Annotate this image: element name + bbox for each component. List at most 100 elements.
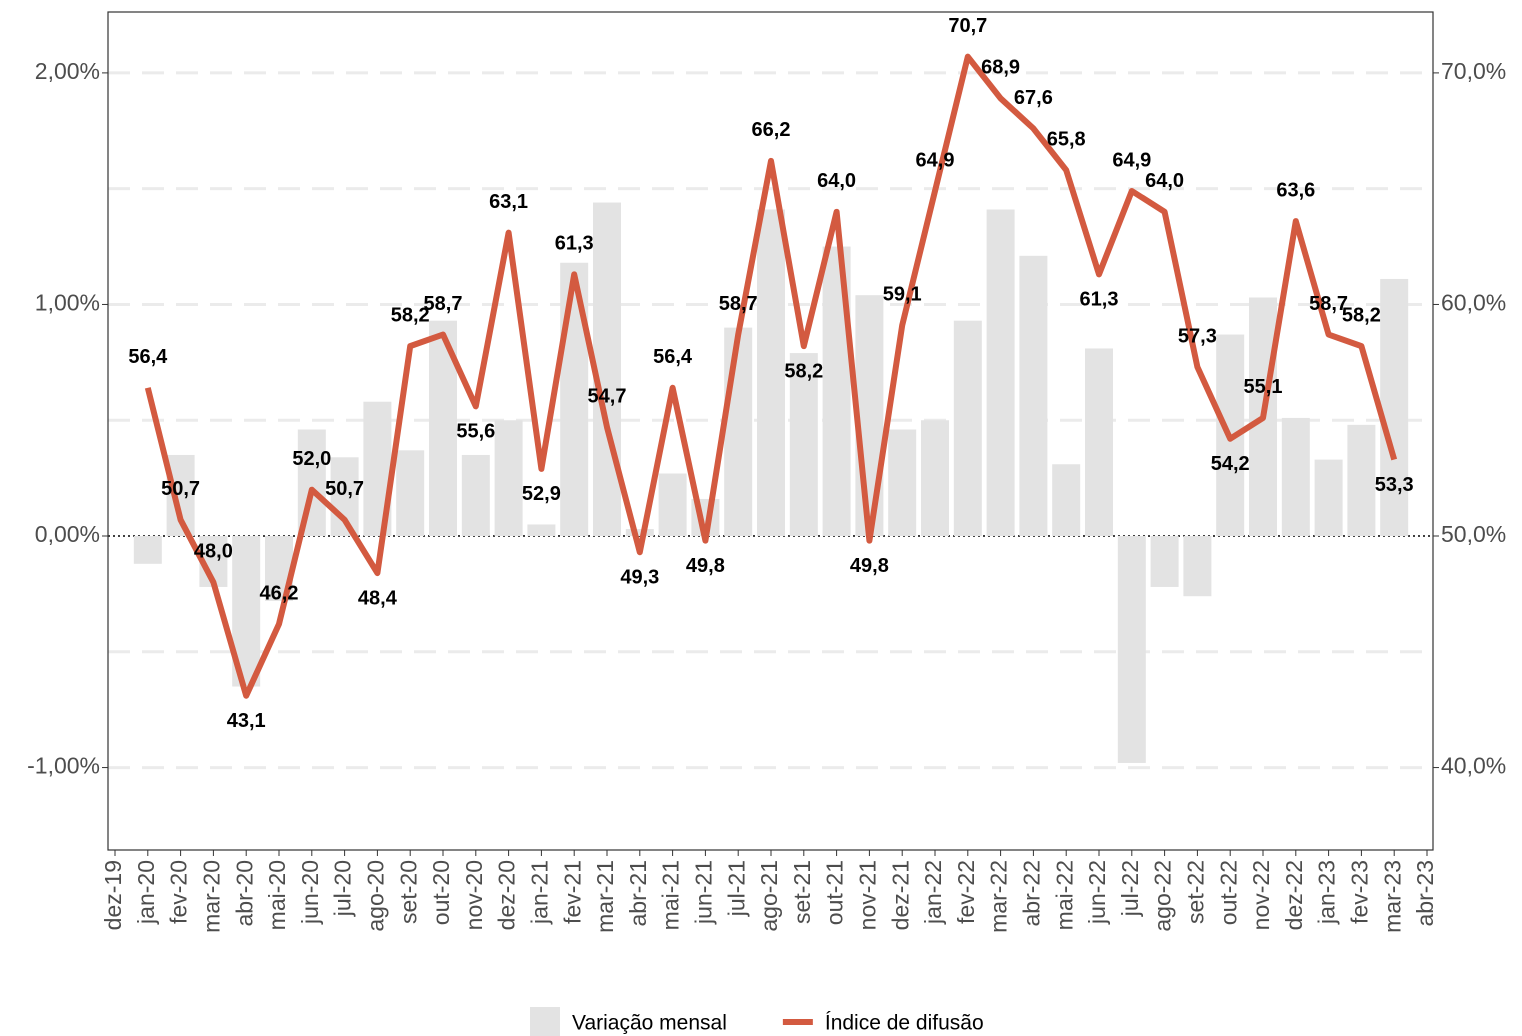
value-label: 52,0 xyxy=(292,448,331,470)
value-label: 55,1 xyxy=(1244,376,1283,398)
x-tick-label: dez-21 xyxy=(887,860,913,930)
x-tick-label: abr-21 xyxy=(625,860,651,926)
legend-key xyxy=(530,1007,560,1036)
value-label: 61,3 xyxy=(1080,289,1119,311)
x-tick-label: out-22 xyxy=(1215,860,1241,925)
bar xyxy=(1183,536,1212,597)
value-label: 43,1 xyxy=(227,710,266,732)
value-label: 61,3 xyxy=(555,233,594,255)
line xyxy=(144,53,1398,699)
legend-label: Variação mensal xyxy=(572,1012,727,1035)
value-label: 49,3 xyxy=(620,567,659,589)
bar xyxy=(1380,278,1409,537)
value-label: 57,3 xyxy=(1178,325,1217,347)
x-tick-label: mai-22 xyxy=(1051,860,1077,930)
x-tick-label: set-22 xyxy=(1182,860,1208,924)
x-tick-label: mai-20 xyxy=(264,860,290,930)
value-label: 64,9 xyxy=(1112,149,1151,171)
x-tick-label: jun-22 xyxy=(1084,860,1110,925)
value-label: 56,4 xyxy=(653,346,693,368)
x-tick-label: fev-22 xyxy=(953,860,979,924)
value-label: 59,1 xyxy=(883,284,922,306)
value-label: 54,7 xyxy=(588,385,627,407)
x-tick-label: jun-21 xyxy=(690,860,716,925)
x-tick-label: jan-20 xyxy=(133,860,159,925)
bar xyxy=(921,420,949,537)
bar xyxy=(1281,417,1310,537)
x-tick-label: jan-22 xyxy=(920,860,946,925)
value-label: 68,9 xyxy=(981,57,1020,79)
bar xyxy=(560,262,589,537)
x-tick-label: ago-21 xyxy=(756,860,782,932)
x-tick-label: abr-20 xyxy=(231,860,257,926)
bar xyxy=(1117,536,1146,763)
value-label: 55,6 xyxy=(456,421,495,443)
bar xyxy=(1347,424,1376,537)
x-tick-label: mar-22 xyxy=(986,860,1012,933)
y-tick-label: 1,00% xyxy=(35,290,100,316)
x-tick-label: fev-21 xyxy=(559,860,585,924)
y2-tick-label: 40,0% xyxy=(1441,753,1506,779)
value-label: 64,9 xyxy=(916,149,955,171)
value-label: 52,9 xyxy=(522,483,561,505)
value-label: 66,2 xyxy=(752,119,791,141)
legend-label: Índice de difusão xyxy=(825,1012,984,1035)
value-label: 58,7 xyxy=(424,293,463,315)
bar xyxy=(527,524,556,537)
bar xyxy=(953,320,982,537)
x-tick-label: abr-22 xyxy=(1018,860,1044,926)
x-tick-label: fev-23 xyxy=(1346,860,1372,924)
x-tick-label: jul-20 xyxy=(330,860,356,917)
value-label: 58,7 xyxy=(719,293,758,315)
plot-border xyxy=(107,11,1434,851)
x-tick-label: fev-20 xyxy=(166,860,192,924)
y-tick-label: 0,00% xyxy=(35,521,100,547)
bar xyxy=(133,536,162,564)
bar xyxy=(1085,348,1113,537)
value-label: 48,4 xyxy=(358,587,398,609)
y2-tick-label: 60,0% xyxy=(1441,290,1506,316)
x-tick-label: jul-22 xyxy=(1117,860,1143,917)
x-tick-label: mai-21 xyxy=(658,860,684,930)
x-tick-label: abr-23 xyxy=(1412,860,1438,926)
bar xyxy=(593,202,621,537)
value-label: 58,2 xyxy=(784,360,823,382)
x-tick-label: dez-22 xyxy=(1281,860,1307,930)
value-label: 50,7 xyxy=(161,478,200,500)
x-tick-label: ago-22 xyxy=(1150,860,1176,932)
value-label: 64,0 xyxy=(1145,170,1184,192)
y-tick-label: 2,00% xyxy=(35,58,100,84)
x-tick-label: jan-21 xyxy=(526,860,552,925)
bar xyxy=(1150,536,1179,587)
x-tick-label: jun-20 xyxy=(297,860,323,925)
value-label: 50,7 xyxy=(325,478,364,500)
x-tick-label: set-20 xyxy=(395,860,421,924)
bar xyxy=(625,529,654,537)
value-label: 54,2 xyxy=(1211,453,1250,475)
x-tick-label: out-21 xyxy=(822,860,848,925)
value-label: 65,8 xyxy=(1047,128,1086,150)
x-tick-label: mar-23 xyxy=(1379,860,1405,933)
value-label: 53,3 xyxy=(1375,474,1414,496)
x-tick-label: dez-20 xyxy=(494,860,520,930)
value-label: 46,2 xyxy=(260,582,299,604)
value-label: 48,0 xyxy=(194,541,233,563)
x-tick-label: set-21 xyxy=(789,860,815,924)
x-tick-label: out-20 xyxy=(428,860,454,925)
x-tick-label: nov-21 xyxy=(854,860,880,930)
bar xyxy=(724,327,753,537)
value-label: 49,8 xyxy=(850,555,889,577)
x-tick-label: nov-20 xyxy=(461,860,487,930)
value-label: 58,2 xyxy=(1342,304,1381,326)
bar xyxy=(494,420,523,537)
bar xyxy=(658,473,687,537)
value-label: 56,4 xyxy=(128,346,168,368)
bar xyxy=(1314,459,1343,537)
bar xyxy=(888,429,917,537)
value-label: 63,1 xyxy=(489,191,528,213)
y-tick-label: -1,00% xyxy=(27,753,100,779)
bar xyxy=(461,454,490,537)
x-tick-label: nov-22 xyxy=(1248,860,1274,930)
value-label: 67,6 xyxy=(1014,87,1053,109)
